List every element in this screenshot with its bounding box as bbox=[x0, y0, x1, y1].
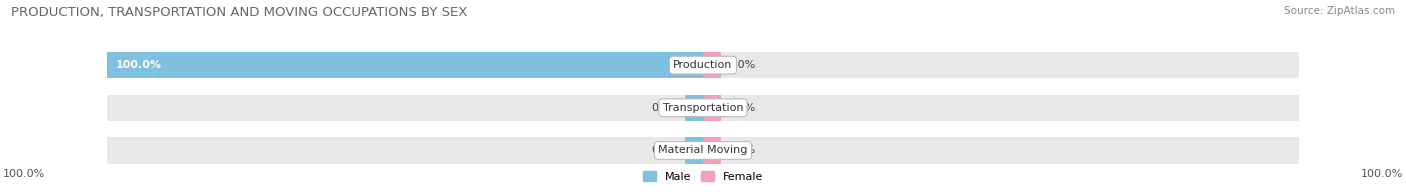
Text: 0.0%: 0.0% bbox=[727, 145, 755, 155]
Text: 0.0%: 0.0% bbox=[727, 103, 755, 113]
Bar bbox=[685, 95, 703, 121]
Text: 0.0%: 0.0% bbox=[651, 103, 679, 113]
Text: 0.0%: 0.0% bbox=[651, 145, 679, 155]
Text: 100.0%: 100.0% bbox=[1361, 170, 1403, 180]
Bar bbox=[703, 52, 1299, 78]
Text: 100.0%: 100.0% bbox=[117, 60, 162, 70]
Bar bbox=[703, 137, 1299, 164]
Text: 100.0%: 100.0% bbox=[3, 170, 45, 180]
Legend: Male, Female: Male, Female bbox=[643, 171, 763, 182]
Bar bbox=[703, 52, 721, 78]
Text: 0.0%: 0.0% bbox=[727, 60, 755, 70]
Text: PRODUCTION, TRANSPORTATION AND MOVING OCCUPATIONS BY SEX: PRODUCTION, TRANSPORTATION AND MOVING OC… bbox=[11, 6, 468, 19]
Bar bbox=[703, 95, 721, 121]
Text: Material Moving: Material Moving bbox=[658, 145, 748, 155]
Bar bbox=[703, 95, 1299, 121]
Bar bbox=[107, 95, 703, 121]
Bar bbox=[703, 137, 721, 164]
Text: Production: Production bbox=[673, 60, 733, 70]
Bar bbox=[107, 52, 703, 78]
Bar bbox=[107, 52, 703, 78]
Text: Transportation: Transportation bbox=[662, 103, 744, 113]
Text: Source: ZipAtlas.com: Source: ZipAtlas.com bbox=[1284, 6, 1395, 16]
Bar bbox=[107, 137, 703, 164]
Bar bbox=[685, 137, 703, 164]
